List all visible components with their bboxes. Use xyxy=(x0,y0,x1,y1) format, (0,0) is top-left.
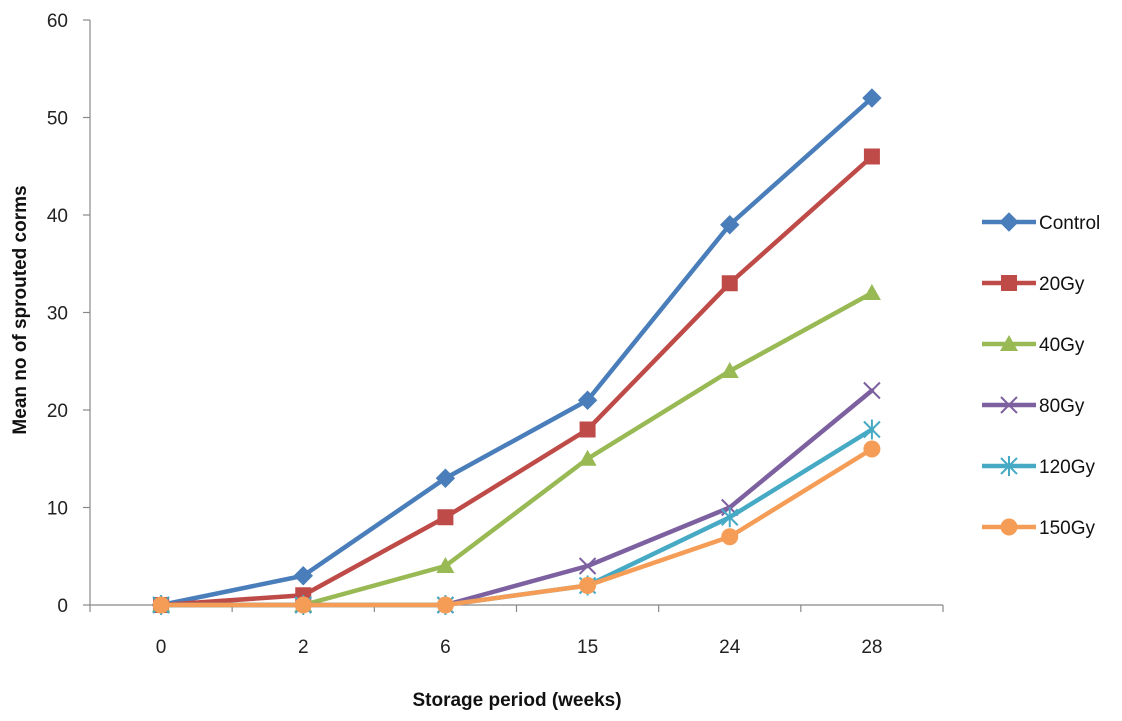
data-point xyxy=(720,215,740,235)
legend-item-20gy: 20Gy xyxy=(982,274,1085,295)
x-tick-label: 15 xyxy=(577,637,598,658)
data-point xyxy=(863,440,881,458)
data-point xyxy=(436,596,454,614)
axes: 0 10 20 30 40 50 60 0 2 6 15 24 28 xyxy=(47,11,944,658)
data-point xyxy=(578,557,597,575)
series-40gy xyxy=(152,284,881,612)
data-point xyxy=(579,577,597,594)
legend-marker xyxy=(1000,396,1018,414)
legend: Control 20Gy 40Gy 80Gy 120Gy 150Gy xyxy=(982,212,1100,539)
x-tick-label: 6 xyxy=(440,637,451,658)
data-point xyxy=(721,528,739,546)
legend-item-80gy: 80Gy xyxy=(982,396,1085,417)
y-tick-label: 0 xyxy=(57,596,68,617)
data-point xyxy=(578,449,597,466)
x-tick-label: 28 xyxy=(861,637,882,658)
series-150gy xyxy=(152,440,881,614)
series-layer xyxy=(151,88,882,615)
x-tick-label: 0 xyxy=(156,637,167,658)
data-point xyxy=(862,88,882,108)
legend-item-150gy: 150Gy xyxy=(982,518,1095,539)
y-tick-label: 10 xyxy=(47,499,68,520)
legend-label: Control xyxy=(1039,213,1100,234)
series-line xyxy=(158,154,875,608)
legend-label: 150Gy xyxy=(1039,518,1095,539)
legend-marker xyxy=(1001,275,1017,291)
data-point xyxy=(435,468,456,488)
legend-marker xyxy=(1000,335,1018,351)
data-point xyxy=(437,509,454,526)
data-point xyxy=(863,148,880,165)
x-tick-label: 2 xyxy=(298,637,309,658)
series-control xyxy=(151,88,882,615)
data-point xyxy=(577,390,598,410)
series-line xyxy=(158,95,875,608)
data-point xyxy=(863,419,881,440)
series-line xyxy=(158,290,875,608)
data-point xyxy=(436,557,455,573)
data-point xyxy=(293,566,313,586)
series-line xyxy=(158,446,875,608)
legend-marker xyxy=(1000,456,1018,476)
legend-label: 40Gy xyxy=(1039,335,1085,356)
legend-item-120gy: 120Gy xyxy=(982,456,1095,478)
series-20gy xyxy=(153,148,880,613)
data-point xyxy=(721,507,739,528)
y-tick-label: 30 xyxy=(47,304,68,325)
data-point xyxy=(720,362,739,378)
data-point xyxy=(579,421,596,438)
y-tick-label: 40 xyxy=(47,206,68,227)
legend-item-control: Control xyxy=(982,212,1100,234)
legend-label: 120Gy xyxy=(1039,457,1095,478)
legend-label: 80Gy xyxy=(1039,396,1085,417)
x-tick-label: 24 xyxy=(719,637,741,658)
data-point xyxy=(863,381,881,400)
legend-item-40gy: 40Gy xyxy=(982,335,1085,356)
data-point xyxy=(152,596,170,614)
x-axis-title: Storage period (weeks) xyxy=(412,690,621,711)
data-point xyxy=(721,275,738,292)
data-point xyxy=(862,284,881,300)
legend-label: 20Gy xyxy=(1039,274,1085,295)
y-axis-title: Mean no of sprouted corms xyxy=(10,185,31,434)
legend-marker xyxy=(999,212,1019,232)
series-80gy xyxy=(152,381,881,614)
y-tick-label: 20 xyxy=(47,401,68,422)
data-point xyxy=(294,596,312,614)
legend-marker xyxy=(1000,518,1018,536)
y-tick-label: 50 xyxy=(47,109,68,130)
y-tick-label: 60 xyxy=(47,11,68,32)
